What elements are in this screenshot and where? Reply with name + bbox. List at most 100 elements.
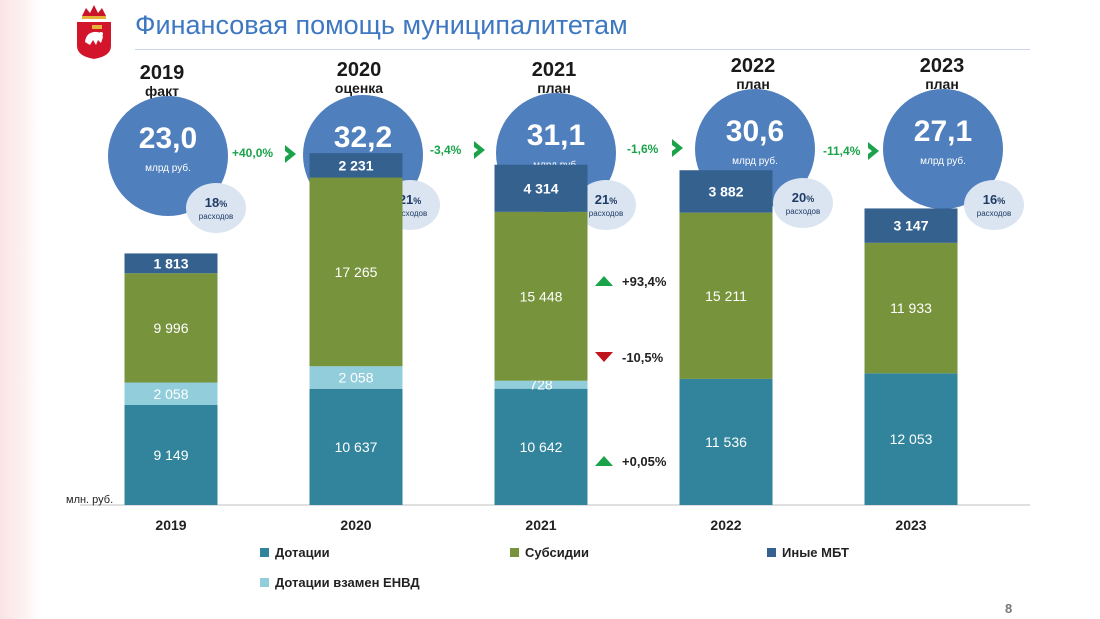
page-number: 8 [1005, 601, 1013, 616]
year-status: план [736, 76, 770, 92]
bar-value-label: 10 637 [335, 439, 378, 455]
year-label: 2022 [730, 55, 776, 77]
year-status: факт [145, 83, 179, 99]
bar-value-label: 3 882 [708, 183, 743, 199]
total-value: 27,1 [913, 115, 973, 148]
legend-swatch [510, 548, 519, 557]
legend-label: Дотации [275, 545, 330, 560]
chevron-right-icon [672, 139, 683, 157]
year-label: 2021 [531, 59, 577, 81]
bar-segment-2019-3 [124, 253, 218, 274]
year-header-2020: 2020 оценка [299, 59, 419, 95]
year-header-2019: 2019 факт [102, 62, 222, 98]
share-label: расходов [198, 212, 234, 221]
bar-segment-2022-2 [679, 212, 773, 379]
total-unit: млрд руб. [920, 156, 966, 167]
bar-segment-2022-3 [679, 170, 773, 213]
total-value: 31,1 [526, 119, 586, 152]
growth-2022-2023: -11,4% [823, 144, 861, 158]
year-label: 2023 [919, 55, 965, 77]
bar-value-label: 15 211 [705, 288, 747, 304]
year-status: план [925, 76, 959, 92]
triangle-up-icon [595, 456, 613, 466]
bar-value-label: 2 058 [338, 369, 373, 385]
total-unit: млрд руб. [145, 163, 191, 174]
bar-value-label: 2 231 [338, 157, 373, 173]
bar-segment-2021-1 [494, 380, 588, 389]
bar-value-label: 4 314 [523, 180, 558, 196]
year-header-2021: 2021 план [494, 59, 614, 95]
bar-segment-2022-0 [679, 378, 773, 505]
bar-segment-2020-1 [309, 366, 403, 389]
bar-value-label: 12 053 [890, 431, 933, 447]
total-value: 23,0 [138, 122, 198, 155]
share-value: 16% [982, 192, 1006, 207]
bar-segment-2020-0 [309, 388, 403, 505]
bar-value-label: 17 265 [335, 264, 378, 280]
legend-item-envd: Дотации взамен ЕНВД [260, 575, 420, 590]
year-status: оценка [334, 80, 384, 96]
bar-value-label: 2 058 [153, 386, 188, 402]
y-unit-label: млн. руб. [66, 494, 114, 506]
share-value: 20% [791, 190, 815, 205]
chevron-right-icon [285, 145, 296, 163]
legend-label: Иные МБТ [782, 545, 849, 560]
decorative-side-strip [0, 0, 40, 619]
share-label: расходов [976, 209, 1012, 218]
total-unit: млрд руб. [732, 156, 778, 167]
bar-segment-2020-3 [309, 153, 403, 178]
year-status: план [537, 80, 571, 96]
share-value: 21% [594, 192, 618, 207]
total-value: 32,2 [333, 121, 393, 154]
year-label: 2020 [336, 59, 382, 81]
share-circle-2019: 18% расходов [186, 183, 246, 233]
change-annotation: -10,5% [622, 350, 664, 365]
bar-segment-2023-3 [864, 208, 958, 243]
bar-segment-2019-1 [124, 382, 218, 406]
legend-item-inye-mbt: Иные МБТ [767, 545, 849, 560]
bar-value-label: 9 996 [153, 320, 188, 336]
chevron-right-icon [868, 142, 879, 160]
bar-segment-2021-3 [494, 164, 588, 212]
triangle-up-icon [595, 276, 613, 286]
bar-value-label: 10 642 [520, 439, 563, 455]
x-tick-label: 2021 [525, 517, 556, 533]
bar-segment-2020-2 [309, 177, 403, 367]
bar-segment-2019-0 [124, 405, 218, 505]
bar-segment-2021-2 [494, 211, 588, 381]
triangle-down-icon [595, 352, 613, 362]
share-circle-2023: 16% расходов [964, 180, 1024, 230]
year-header-2023: 2023 план [882, 55, 1002, 91]
x-tick-label: 2022 [710, 517, 741, 533]
bar-segment-2023-0 [864, 373, 958, 505]
bar-value-label: 9 149 [153, 447, 188, 463]
change-annotation: +93,4% [622, 274, 667, 289]
legend-item-subsidii: Субсидии [510, 545, 589, 560]
legend-item-dotatsii: Дотации [260, 545, 330, 560]
share-label: расходов [588, 209, 624, 218]
bar-value-label: 15 448 [520, 288, 563, 304]
coat-of-arms-icon [77, 5, 111, 59]
growth-2020-2021: -3,4% [430, 143, 462, 157]
share-value: 18% [204, 195, 228, 210]
title-divider [135, 49, 1030, 50]
bar-value-label: 11 536 [705, 434, 747, 450]
year-label: 2019 [139, 62, 185, 84]
share-label: расходов [392, 209, 428, 218]
growth-2019-2020: +40,0% [232, 146, 274, 160]
legend-swatch [260, 548, 269, 557]
share-circle-2022: 20% расходов [773, 178, 833, 228]
legend-label: Дотации взамен ЕНВД [275, 575, 420, 590]
year-header-2022: 2022 план [693, 55, 813, 91]
legend-swatch [260, 578, 269, 587]
change-annotation: +0,05% [622, 454, 667, 469]
growth-2021-2022: -1,6% [627, 142, 659, 156]
share-label: расходов [785, 207, 821, 216]
bar-segment-2023-2 [864, 242, 958, 374]
chevron-right-icon [474, 141, 485, 159]
legend-swatch [767, 548, 776, 557]
x-tick-label: 2020 [340, 517, 371, 533]
x-tick-label: 2023 [895, 517, 926, 533]
x-tick-label: 2019 [155, 517, 186, 533]
